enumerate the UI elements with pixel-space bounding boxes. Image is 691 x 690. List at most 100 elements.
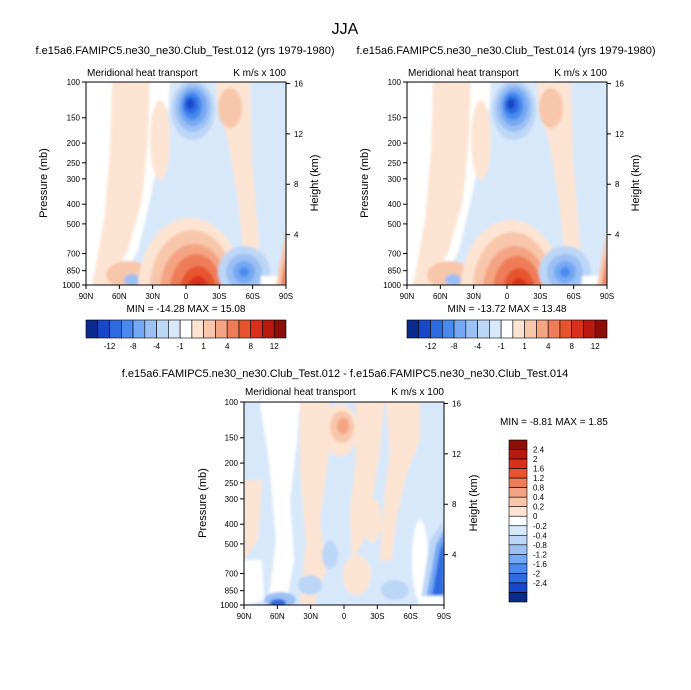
y-tick-label: 1000	[383, 281, 401, 290]
y-tick-label: 100	[67, 78, 81, 87]
y2-axis-label: Height (km)	[630, 155, 642, 212]
colorbar-swatch	[512, 319, 525, 339]
colorbar-swatch	[508, 534, 528, 546]
y-tick-label: 500	[67, 220, 81, 229]
colorbar-swatch	[508, 468, 528, 479]
y-tick-label: 700	[67, 250, 81, 259]
colorbar-swatch	[508, 573, 528, 584]
x-tick-label: 90N	[79, 292, 94, 301]
colorbar-label: -8	[129, 342, 137, 351]
x-tick-label: 60N	[270, 612, 285, 621]
panel-title: f.e15a6.FAMIPC5.ne30_ne30.Club_Test.012 …	[35, 45, 334, 57]
colorbar-swatch	[508, 506, 528, 517]
y-tick-label: 300	[388, 175, 402, 184]
y2-axis-label: Height (km)	[309, 155, 321, 212]
colorbar-label: -12	[425, 342, 437, 351]
y-tick-label: 1000	[220, 601, 238, 610]
x-tick-label: 60S	[404, 612, 418, 621]
colorbar-label: -1	[177, 342, 185, 351]
colorbar-swatch	[508, 544, 528, 555]
min-max-label: MIN = -8.81 MAX = 1.85	[500, 417, 608, 428]
colorbar-swatch	[238, 319, 252, 339]
colorbar-swatch	[559, 319, 573, 339]
y2-tick-label: 4	[294, 231, 299, 240]
colorbar-swatch	[571, 319, 584, 339]
x-tick-label: 90S	[600, 292, 614, 301]
colorbar-swatch	[500, 319, 514, 339]
colorbar-swatch	[583, 319, 596, 339]
y2-tick-label: 4	[452, 551, 457, 560]
x-tick-label: 30N	[145, 292, 160, 301]
page-title: JJA	[332, 21, 359, 38]
contour-field	[407, 82, 607, 285]
min-max-label: MIN = -14.28 MAX = 15.08	[127, 304, 246, 315]
colorbar-label: -0.8	[533, 541, 547, 550]
y-axis-label: Pressure (mb)	[38, 148, 50, 218]
x-tick-label: 0	[184, 292, 189, 301]
y-tick-label: 150	[225, 434, 239, 443]
y-tick-label: 400	[388, 200, 402, 209]
x-tick-label: 60N	[112, 292, 127, 301]
colorbar-swatch	[85, 319, 99, 339]
y-tick-label: 1000	[62, 281, 80, 290]
panel-left-label: Meridional heat transport	[408, 68, 519, 79]
colorbar-label: -4	[153, 342, 161, 351]
x-tick-label: 0	[342, 612, 347, 621]
y-tick-label: 400	[225, 520, 239, 529]
colorbar-swatch	[273, 319, 287, 339]
y2-axis-label: Height (km)	[468, 475, 480, 532]
colorbar-label: -1	[498, 342, 506, 351]
y-tick-label: 100	[225, 398, 239, 407]
colorbar-swatch	[215, 319, 228, 339]
y-tick-label: 700	[225, 570, 239, 579]
x-tick-label: 30N	[303, 612, 318, 621]
colorbar-label: 2.4	[533, 446, 545, 455]
colorbar-swatch	[144, 319, 157, 339]
y-tick-label: 400	[67, 200, 81, 209]
colorbar-label: 0.2	[533, 503, 545, 512]
y-tick-label: 200	[225, 459, 239, 468]
colorbar-swatch	[465, 319, 478, 339]
colorbar-label: 0	[533, 512, 538, 521]
y-tick-label: 850	[225, 587, 239, 596]
y-tick-label: 500	[225, 540, 239, 549]
y-tick-label: 150	[67, 114, 81, 123]
colorbar-label: -0.2	[533, 522, 547, 531]
colorbar-label: 8	[248, 342, 253, 351]
colorbar-label: -1.2	[533, 550, 547, 559]
colorbar-label: 4	[225, 342, 230, 351]
colorbar-swatch	[508, 554, 528, 565]
x-tick-label: 30N	[466, 292, 481, 301]
y-axis-label: Pressure (mb)	[359, 148, 371, 218]
colorbar-swatch	[524, 319, 537, 339]
colorbar-swatch	[594, 319, 608, 339]
panel-2: f.e15a6.FAMIPC5.ne30_ne30.Club_Test.014 …	[356, 45, 655, 315]
colorbar-swatch	[418, 319, 431, 339]
x-tick-label: 30S	[212, 292, 226, 301]
y-tick-label: 850	[67, 267, 81, 276]
colorbar-swatch	[406, 319, 420, 339]
colorbar-swatch	[203, 319, 216, 339]
y2-tick-label: 8	[294, 180, 299, 189]
y-tick-label: 500	[388, 220, 402, 229]
y-tick-label: 700	[388, 250, 402, 259]
colorbar-panel-1: -12 -8 -4 -1 1 4 8 12	[85, 319, 287, 351]
colorbar-swatch	[191, 319, 204, 339]
colorbar-swatch	[547, 319, 561, 339]
colorbar-label: 12	[591, 342, 600, 351]
min-max-label: MIN = -13.72 MAX = 13.48	[448, 304, 567, 315]
colorbar-label: 1	[201, 342, 206, 351]
colorbar-label: -12	[104, 342, 116, 351]
panel-right-label: K m/s x 100	[391, 387, 444, 398]
y-axis-label: Pressure (mb)	[197, 468, 209, 538]
colorbar-label: 0.8	[533, 484, 545, 493]
y-tick-label: 850	[388, 267, 402, 276]
colorbar-label: 1	[522, 342, 527, 351]
colorbar-swatch	[109, 319, 122, 339]
x-tick-label: 60S	[246, 292, 260, 301]
contour-field	[86, 82, 286, 285]
colorbar-panel-2: -12 -8 -4 -1 1 4 8 12	[406, 319, 608, 351]
panel-right-label: K m/s x 100	[554, 68, 607, 79]
colorbar-label: -4	[474, 342, 482, 351]
colorbar-swatch	[508, 487, 528, 498]
